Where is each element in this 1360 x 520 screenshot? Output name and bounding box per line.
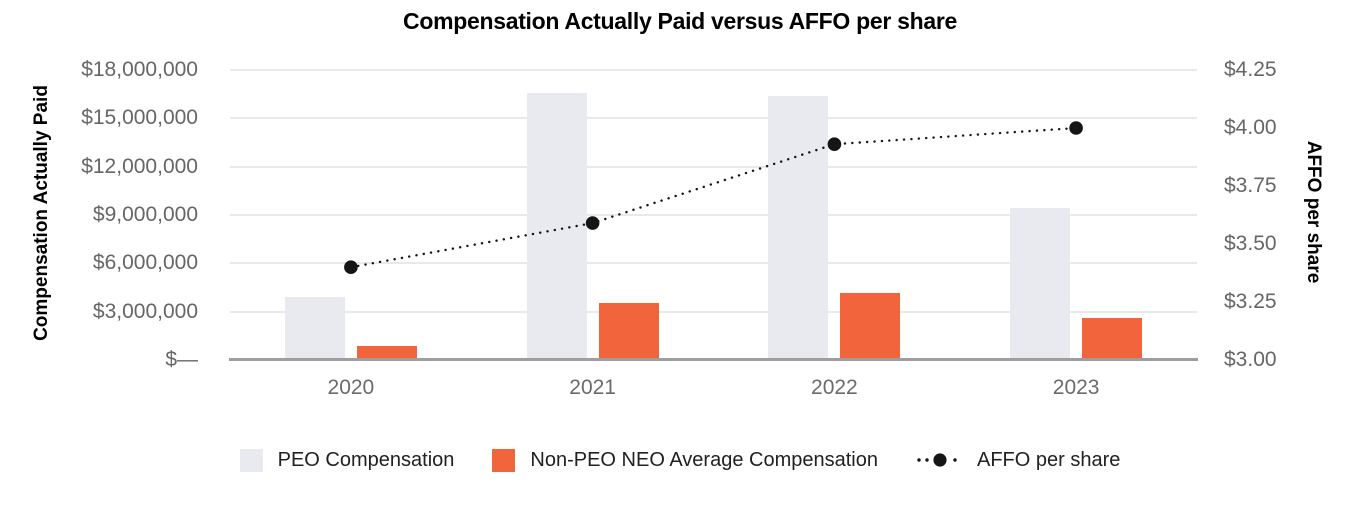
- gridline: [230, 310, 1197, 313]
- legend: PEO Compensation Non-PEO NEO Average Com…: [0, 446, 1360, 474]
- legend-label-peo: PEO Compensation: [277, 448, 455, 471]
- right-axis-title: AFFO per share: [1303, 140, 1324, 284]
- left-axis-tick-label: $15,000,000: [81, 106, 198, 130]
- right-axis-tick-label: $3.25: [1224, 290, 1277, 313]
- left-axis-tick-label: $12,000,000: [81, 154, 198, 178]
- neo-compensation-bar: [1082, 318, 1143, 360]
- peo-compensation-swatch: [239, 448, 263, 472]
- legend-item-affo: AFFO per share: [916, 449, 1120, 472]
- affo-data-point: [1069, 121, 1083, 135]
- right-axis-tick-label: $3.50: [1224, 232, 1277, 255]
- left-axis-tick-label: $9,000,000: [92, 203, 198, 226]
- legend-item-peo-compensation: PEO Compensation: [239, 448, 455, 472]
- peo-compensation-bar: [284, 297, 345, 360]
- x-axis-baseline: [229, 358, 1198, 361]
- peo-compensation-bar: [768, 95, 829, 360]
- neo-compensation-swatch: [492, 448, 516, 472]
- x-axis-year-label: 2023: [1052, 376, 1100, 399]
- left-axis-tick-label: $6,000,000: [92, 251, 198, 275]
- neo-compensation-bar: [840, 293, 901, 360]
- gridline: [230, 117, 1197, 120]
- affo-data-point: [344, 260, 358, 274]
- peo-compensation-bar: [1010, 207, 1071, 360]
- neo-compensation-bar: [356, 345, 417, 360]
- chart-title: Compensation Actually Paid versus AFFO p…: [403, 8, 957, 34]
- x-axis-year-label: 2020: [327, 376, 375, 399]
- gridline: [230, 69, 1197, 71]
- left-axis-tick-label: $—: [165, 348, 198, 371]
- left-axis-tick-label: $18,000,000: [81, 58, 198, 81]
- right-axis-tick-label: $3.75: [1224, 174, 1277, 197]
- affo-dotted-line-marker-icon: [917, 453, 957, 467]
- legend-label-neo: Non-PEO NEO Average Compensation: [530, 448, 878, 471]
- x-axis-year-label: 2021: [569, 376, 616, 399]
- affo-line-layer: [344, 121, 1083, 274]
- affo-dotted-line: [349, 126, 1078, 269]
- legend-label-affo: AFFO per share: [976, 448, 1121, 471]
- left-axis-tick-label: $3,000,000: [92, 299, 198, 323]
- gridline: [230, 165, 1197, 168]
- x-axis-year-label: 2022: [811, 376, 858, 399]
- gridline: [230, 214, 1197, 216]
- affo-data-point: [585, 216, 600, 230]
- right-axis-tick-label: $4.25: [1224, 58, 1277, 81]
- gridline: [230, 262, 1197, 265]
- right-axis-tick-label: $3.00: [1224, 348, 1277, 371]
- neo-compensation-bar: [598, 302, 659, 360]
- affo-data-point: [827, 137, 842, 151]
- right-axis-tick-label: $4.00: [1224, 116, 1277, 139]
- legend-item-neo-compensation: Non-PEO NEO Average Compensation: [492, 448, 878, 472]
